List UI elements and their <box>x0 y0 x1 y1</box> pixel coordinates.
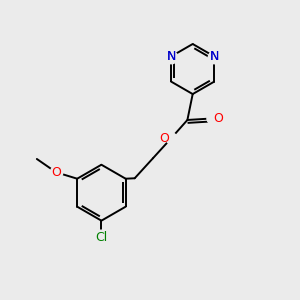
Text: O: O <box>213 112 223 125</box>
Text: N: N <box>210 50 219 63</box>
Text: O: O <box>159 132 169 145</box>
Text: N: N <box>166 50 176 63</box>
Text: O: O <box>51 166 61 179</box>
Text: Cl: Cl <box>95 231 107 244</box>
Text: N: N <box>166 50 176 63</box>
Text: N: N <box>210 50 219 63</box>
